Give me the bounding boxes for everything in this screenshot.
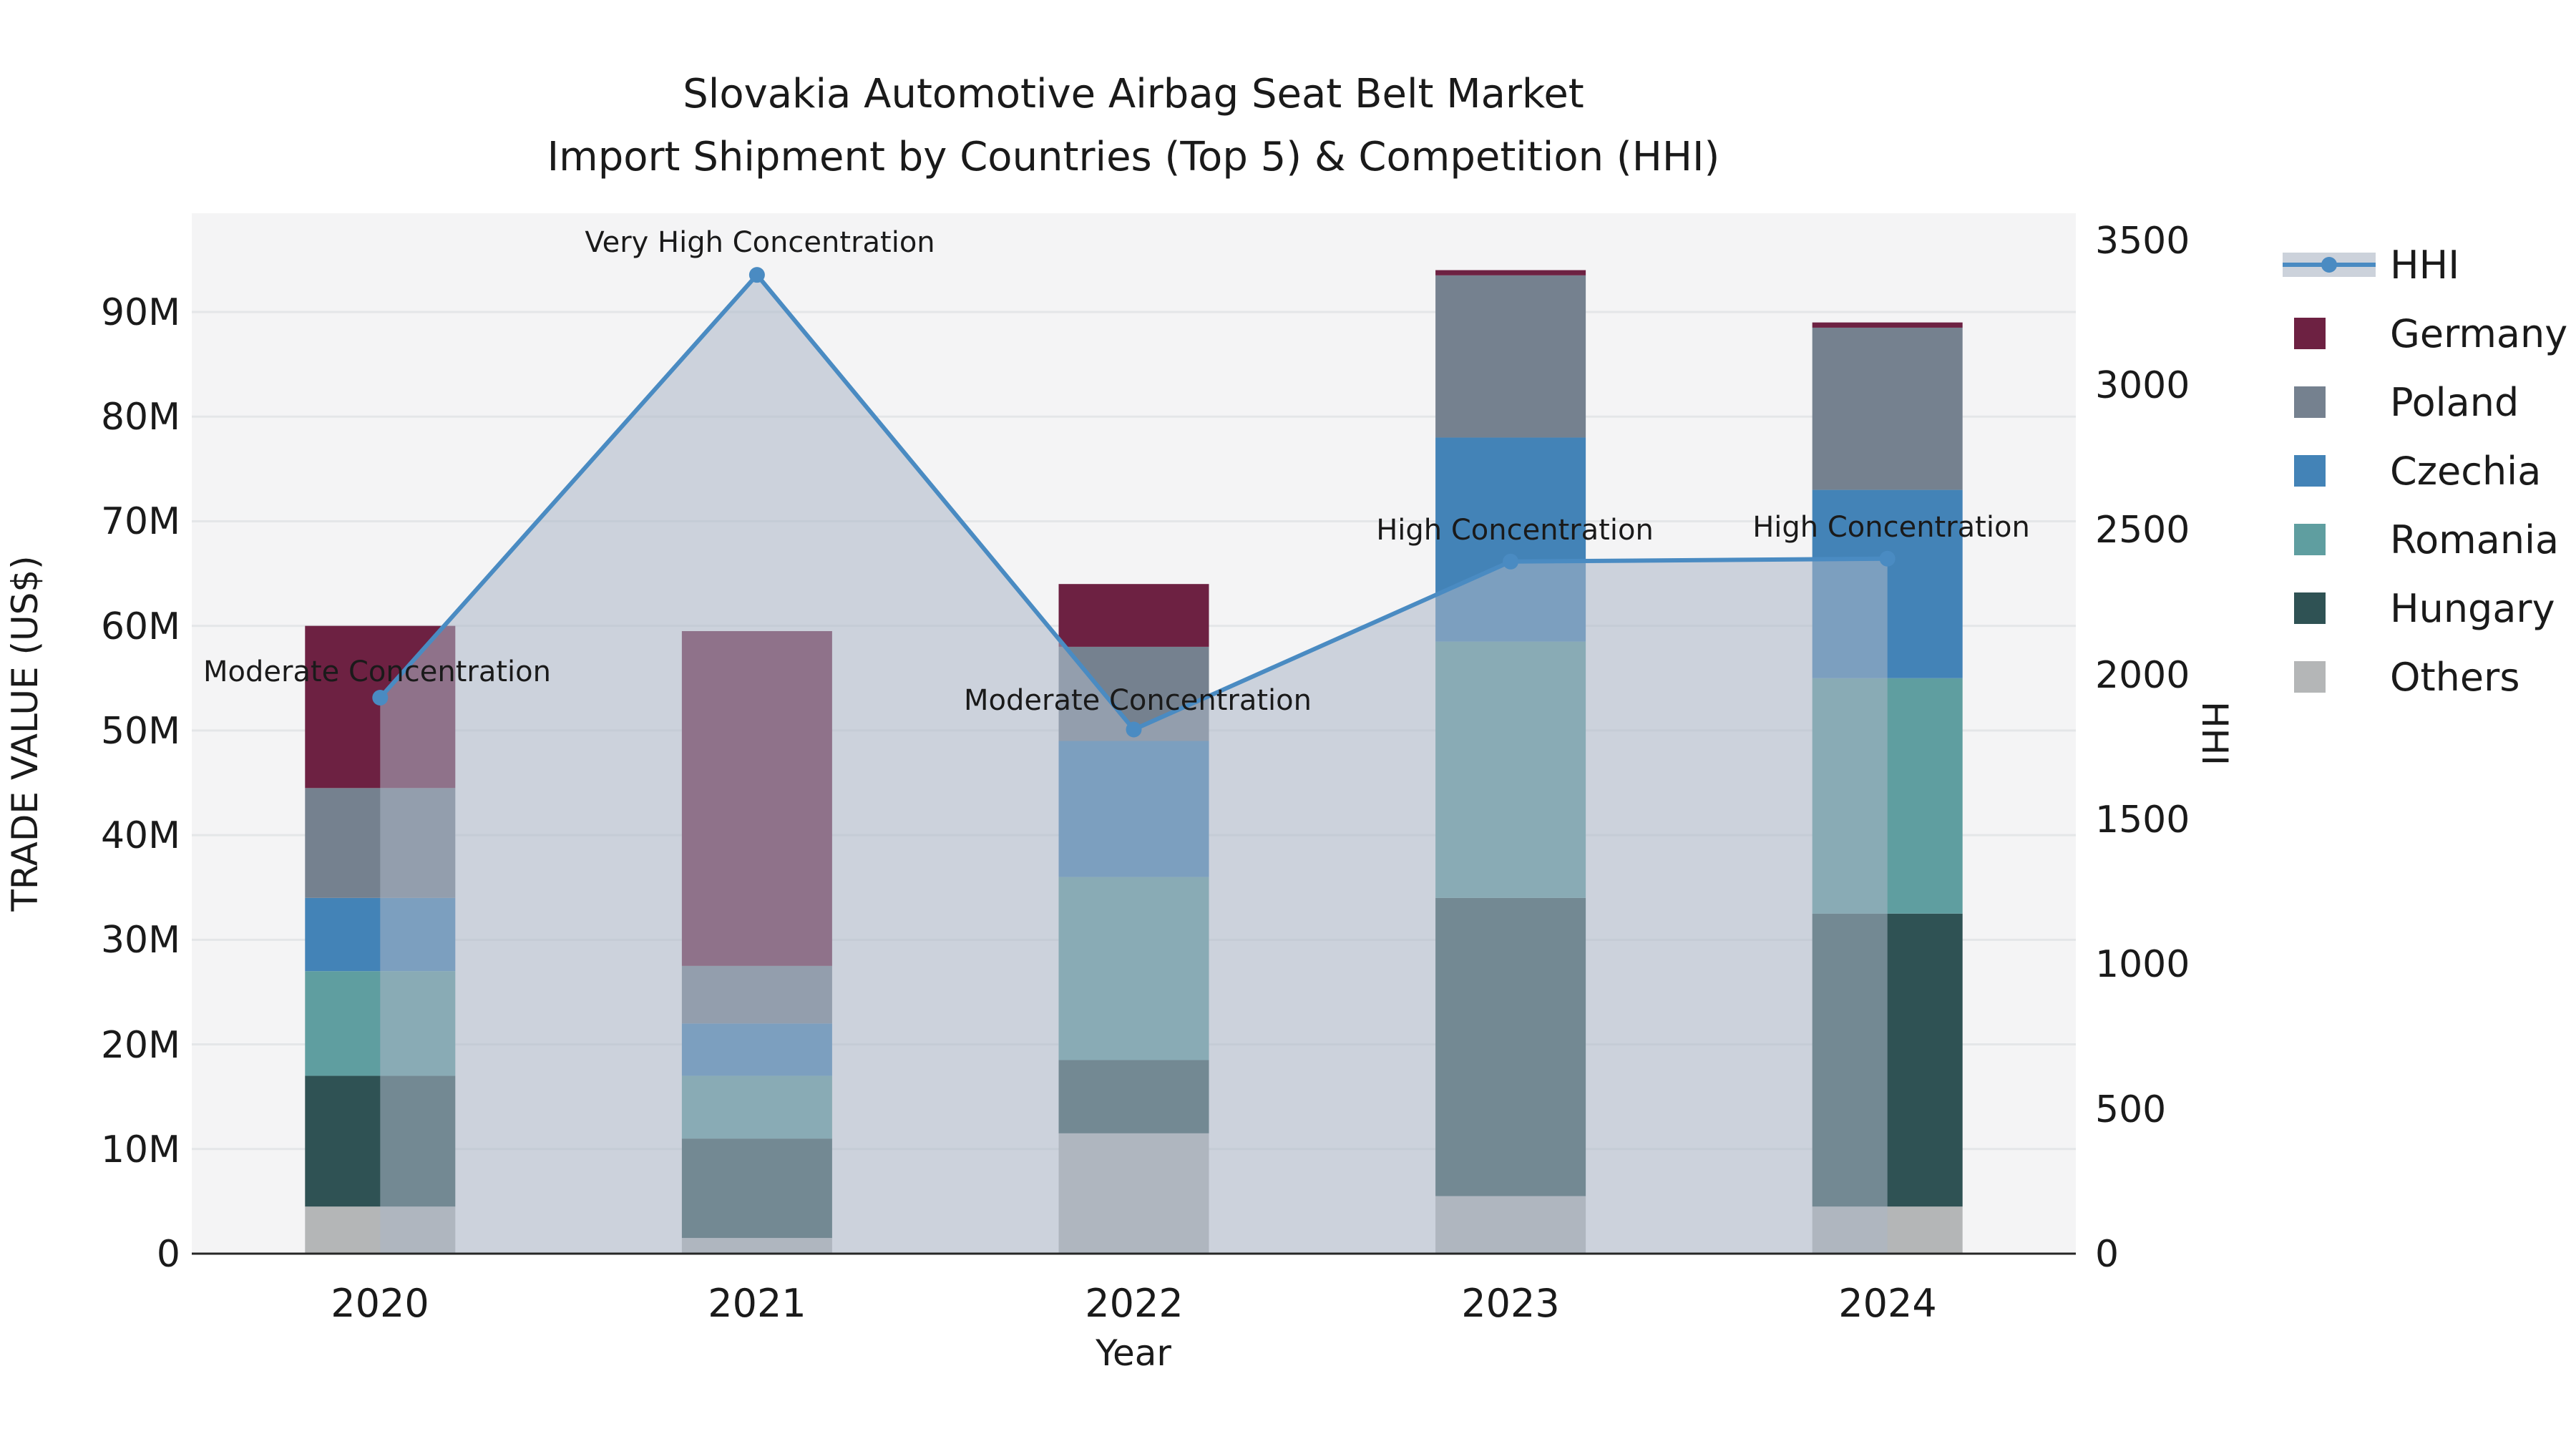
legend-label-romania: Romania [2390,517,2559,562]
bar-segment-poland-2023 [1435,275,1586,438]
x-tick-2021: 2021 [708,1281,806,1326]
legend-swatch-others [2294,661,2326,693]
annotation-2020: Moderate Concentration [203,655,551,688]
x-tick-2024: 2024 [1838,1281,1936,1326]
annotation-2024: High Concentration [1752,511,2030,544]
y-left-tick: 10M [101,1128,180,1171]
y-left-tick: 30M [101,919,180,962]
chart-title-line2: Import Shipment by Countries (Top 5) & C… [547,134,1720,180]
x-axis-title: Year [1095,1332,1171,1374]
y-left-tick: 90M [101,291,180,334]
y-right-axis-title: HHI [2194,701,2235,766]
y-right-tick: 3500 [2095,220,2190,263]
plot-layer [192,267,2076,1254]
y-left-tick: 20M [101,1024,180,1067]
legend-swatch-germany [2294,318,2326,349]
hhi-marker-2024 [1879,550,1896,567]
bar-segment-germany-2024 [1812,322,1963,328]
legend-swatch-romania [2294,524,2326,555]
x-tick-2020: 2020 [331,1281,429,1326]
y-left-tick-labels: 0 10M 20M 30M 40M 50M 60M 70M 80M 90M [101,291,180,1276]
legend-label-poland: Poland [2390,380,2519,425]
y-left-tick: 70M [101,500,180,543]
legend-hhi-marker [2321,257,2337,273]
annotations: Moderate Concentration Very High Concent… [203,226,2030,717]
y-left-tick: 80M [101,396,180,439]
y-right-tick: 2000 [2095,654,2190,697]
hhi-marker-2023 [1503,553,1519,570]
y-left-tick: 0 [157,1233,180,1276]
legend-label-others: Others [2390,655,2519,700]
y-left-axis-title: TRADE VALUE (US$) [4,555,46,912]
y-right-tick: 500 [2095,1088,2166,1131]
legend-label-czechia: Czechia [2390,449,2541,494]
annotation-2022: Moderate Concentration [964,684,1312,717]
hhi-marker-2022 [1126,721,1142,738]
legend-label-germany: Germany [2390,311,2567,356]
y-left-tick: 50M [101,710,180,753]
legend-label-hungary: Hungary [2390,586,2555,631]
x-tick-labels: 2020 2021 2022 2023 2024 [331,1281,1936,1326]
y-left-tick: 40M [101,814,180,857]
chart-title-line1: Slovakia Automotive Airbag Seat Belt Mar… [683,71,1584,117]
annotation-2023: High Concentration [1376,514,1654,547]
hhi-marker-2020 [372,690,389,706]
bar-segment-germany-2022 [1058,584,1209,647]
legend-label-hhi: HHI [2390,243,2459,288]
y-left-tick: 60M [101,605,180,648]
y-right-tick: 1000 [2095,943,2190,986]
bar-segment-germany-2023 [1435,270,1586,275]
legend-swatch-czechia [2294,455,2326,487]
legend-swatch-hungary [2294,592,2326,624]
y-right-tick-labels: 0 500 1000 1500 2000 2500 3000 3500 [2095,220,2190,1276]
x-tick-2023: 2023 [1461,1281,1559,1326]
y-right-tick: 0 [2095,1233,2119,1276]
y-right-tick: 2500 [2095,509,2190,552]
hhi-area-fill [380,275,1888,1254]
hhi-marker-2021 [748,267,765,283]
legend: HHI Germany Poland Czechia Romania Hunga… [2283,243,2567,700]
x-tick-2022: 2022 [1085,1281,1183,1326]
y-right-tick: 3000 [2095,364,2190,407]
y-right-tick: 1500 [2095,799,2190,841]
legend-swatch-poland [2294,386,2326,418]
annotation-2021: Very High Concentration [585,226,935,259]
bar-segment-poland-2024 [1812,327,1963,490]
